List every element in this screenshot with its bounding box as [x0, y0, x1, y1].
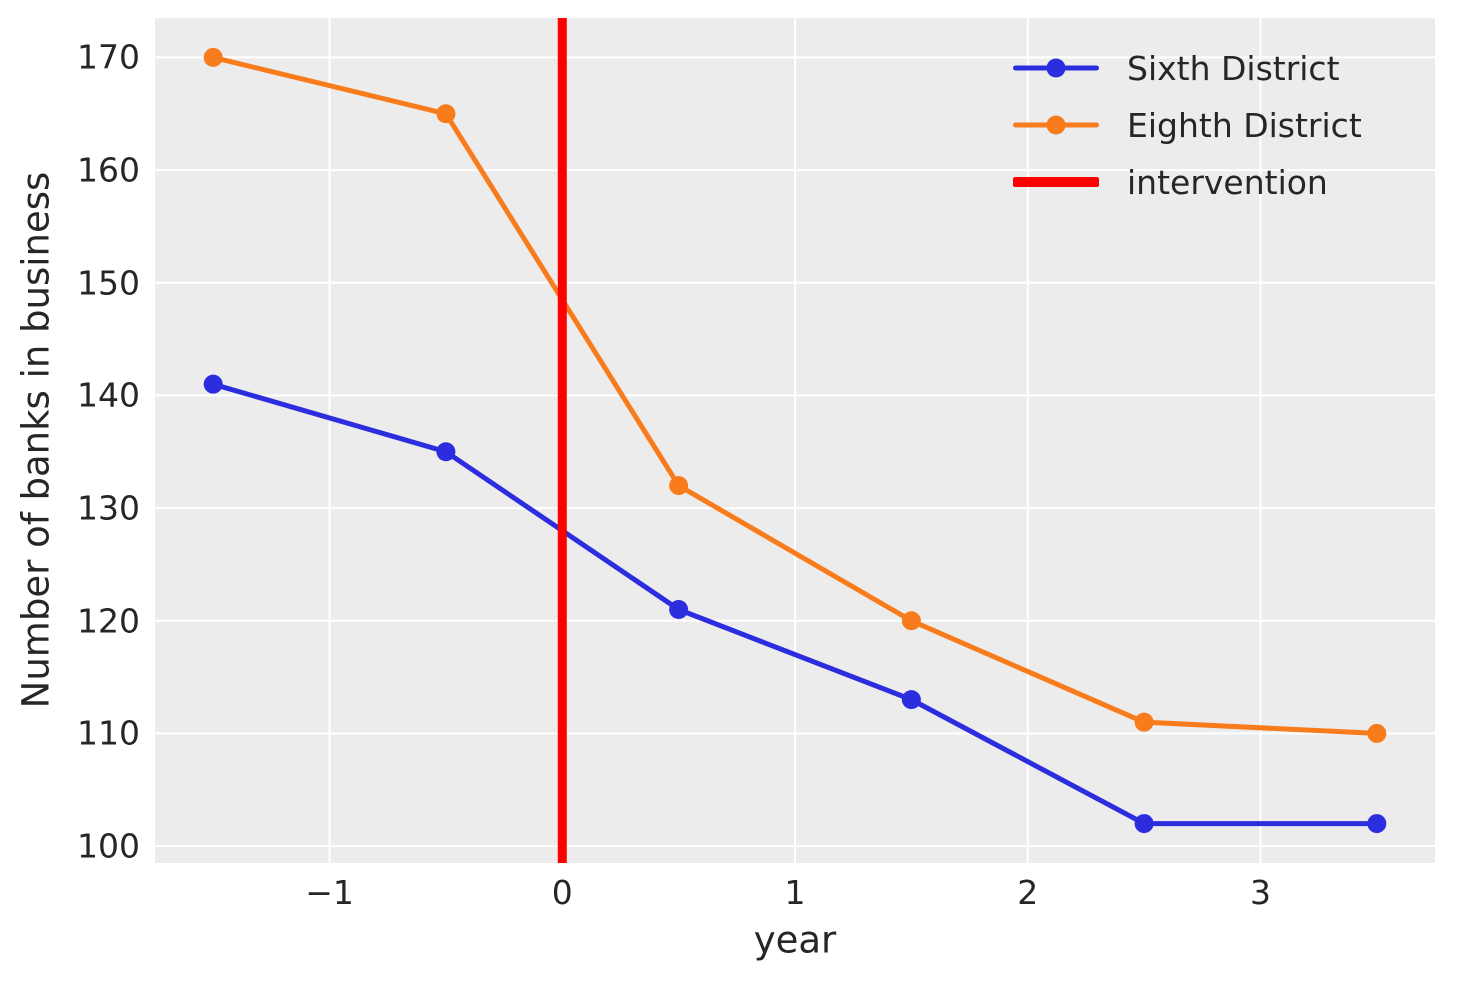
x-tick-label: 3 [1249, 873, 1271, 912]
legend-line-marker-sample [1013, 44, 1099, 92]
y-tick-label: 100 [77, 826, 140, 866]
legend-thick-line-icon [1013, 177, 1099, 187]
legend-label: Sixth District [1127, 48, 1340, 88]
legend-marker-dot-icon [1046, 115, 1066, 135]
x-tick-label: 1 [784, 873, 806, 912]
x-axis-label: year [753, 918, 837, 962]
y-tick-label: 160 [77, 150, 140, 190]
legend-thick-line-sample [1013, 158, 1099, 206]
y-tick-label: 130 [77, 488, 140, 528]
legend-label: intervention [1127, 162, 1328, 202]
legend-label: Eighth District [1127, 105, 1362, 145]
legend-item-eighth-district: Eighth District [1013, 101, 1362, 149]
x-tick-label: 2 [1017, 873, 1039, 912]
legend-marker-dot-icon [1046, 58, 1066, 78]
y-tick-label: 140 [77, 375, 140, 415]
x-tick-label: −1 [305, 873, 354, 912]
y-axis-label: Number of banks in business [14, 171, 58, 709]
legend-line-marker-sample [1013, 101, 1099, 149]
legend: Sixth District Eighth District intervent… [1013, 44, 1362, 206]
y-tick-label: 110 [77, 713, 140, 753]
y-tick-label: 120 [77, 601, 140, 641]
legend-item-intervention: intervention [1013, 158, 1362, 206]
x-tick-label: 0 [551, 873, 573, 912]
y-tick-label: 150 [77, 263, 140, 303]
y-tick-label: 170 [77, 37, 140, 77]
legend-item-sixth-district: Sixth District [1013, 44, 1362, 92]
